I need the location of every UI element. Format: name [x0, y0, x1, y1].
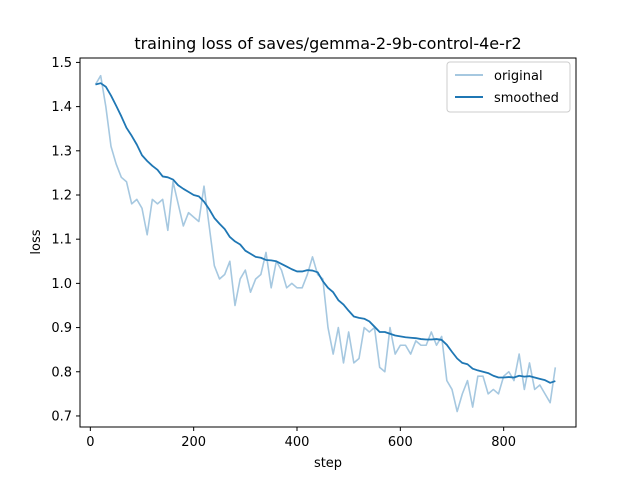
y-tick-label: 0.9	[51, 321, 72, 336]
y-tick-label: 1.4	[51, 100, 72, 115]
y-tick-label: 1.1	[51, 233, 72, 248]
x-axis-label: step	[314, 456, 342, 471]
legend-label-smoothed: smoothed	[494, 91, 559, 106]
series-line-original	[94, 74, 557, 413]
y-tick-label: 1.0	[51, 277, 72, 292]
x-tick-label: 800	[491, 435, 516, 450]
series-line-smoothed	[95, 82, 556, 384]
x-tick-label: 600	[388, 435, 413, 450]
y-tick-label: 1.3	[51, 144, 72, 159]
y-tick-label: 1.2	[51, 188, 72, 203]
plot-area	[94, 74, 557, 413]
x-tick-label: 400	[285, 435, 310, 450]
legend: original smoothed	[446, 61, 571, 113]
chart-title: training loss of saves/gemma-2-9b-contro…	[134, 34, 521, 53]
plot-frame	[79, 57, 577, 428]
y-axis-label: loss	[29, 229, 44, 254]
x-tick-label: 0	[86, 435, 94, 450]
x-axis-ticks: 0 200 400 600 800	[86, 427, 516, 450]
y-tick-label: 1.5	[51, 56, 72, 71]
y-tick-label: 0.7	[51, 409, 72, 424]
y-axis-ticks: 0.7 0.8 0.9 1.0 1.1 1.2 1.3 1.4 1.5	[51, 56, 80, 424]
x-tick-label: 200	[181, 435, 206, 450]
legend-label-original: original	[494, 69, 543, 84]
y-tick-label: 0.8	[51, 365, 72, 380]
